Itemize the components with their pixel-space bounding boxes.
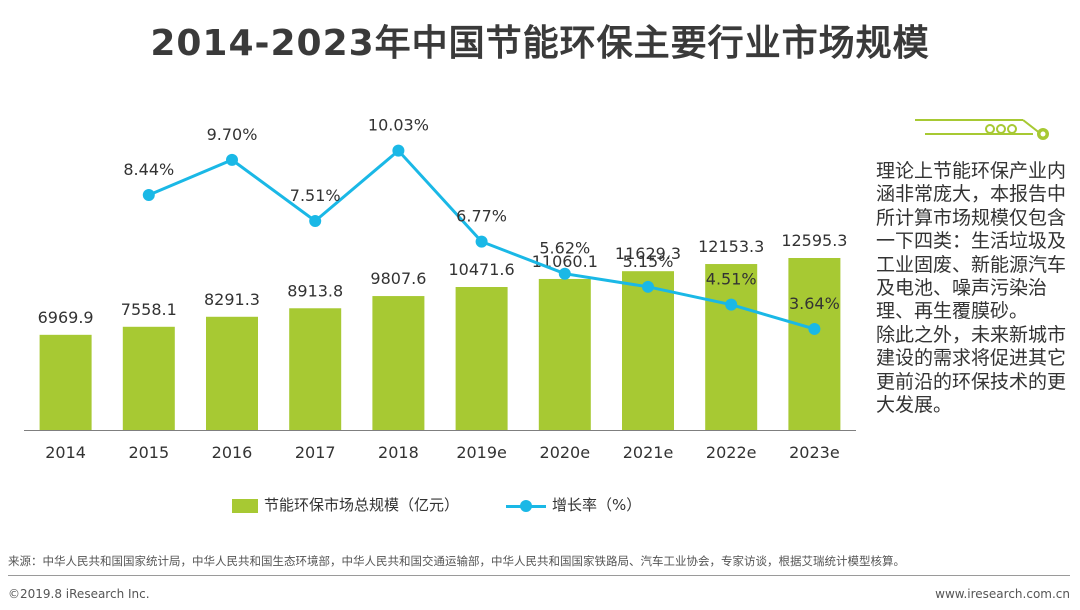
side-note: 理论上节能环保产业内涵非常庞大，本报告中所计算市场规模仅包含一下四类：生活垃圾及… xyxy=(876,160,1066,417)
growth-label-2021e: 5.15% xyxy=(623,252,674,271)
bar-2019e xyxy=(455,287,508,430)
growth-label-2015: 8.44% xyxy=(123,160,174,179)
x-tick-2018: 2018 xyxy=(378,443,419,462)
growth-label-2022e: 4.51% xyxy=(706,270,757,289)
bar-label-2015: 7558.1 xyxy=(121,300,177,319)
bar-label-2023e: 12595.3 xyxy=(781,231,847,250)
bar-2015 xyxy=(122,326,175,430)
bar-label-2016: 8291.3 xyxy=(204,290,260,309)
decoration-icon xyxy=(915,119,1049,140)
x-tick-2020e: 2020e xyxy=(540,443,591,462)
growth-label-2016: 9.70% xyxy=(207,125,258,144)
copyright: ©2019.8 iResearch Inc. xyxy=(8,587,150,601)
growth-point-2017 xyxy=(309,214,322,227)
bar-label-2021e: 11629.3 xyxy=(615,244,681,263)
x-tick-2023e: 2023e xyxy=(789,443,840,462)
legend-item-growth-rate: 增长率（%） xyxy=(506,494,641,515)
growth-label-2019e: 6.77% xyxy=(456,207,507,226)
legend-line-swatch xyxy=(506,499,546,513)
growth-label-2018: 10.03% xyxy=(368,116,429,135)
legend-label-market-size: 节能环保市场总规模（亿元） xyxy=(264,496,460,514)
bar-2020e xyxy=(538,278,591,430)
bar-2014 xyxy=(39,334,92,430)
x-tick-labels: 2014 2015 2016 2017 2018 2019e 2020e 2021e 2022e… xyxy=(45,443,839,462)
legend-item-market-size: 节能环保市场总规模（亿元） xyxy=(232,494,459,515)
growth-label-2020e: 5.62% xyxy=(539,239,590,258)
bar-label-2022e: 12153.3 xyxy=(698,237,764,256)
x-tick-2019e: 2019e xyxy=(456,443,507,462)
growth-rate-labels: 8.44% 9.70% 7.51% 10.03% 6.77% 5.62% 5.15% 4.51… xyxy=(123,116,839,313)
growth-point-2023e xyxy=(808,322,821,335)
growth-label-2023e: 3.64% xyxy=(789,294,840,313)
bar-2022e xyxy=(705,264,758,430)
growth-point-2018 xyxy=(392,144,405,157)
chart-title: 2014-2023年中国节能环保主要行业市场规模 xyxy=(150,23,930,64)
growth-point-2016 xyxy=(226,153,238,166)
bar-2018 xyxy=(372,296,425,430)
x-tick-2021e: 2021e xyxy=(623,443,674,462)
bar-label-2019e: 10471.6 xyxy=(449,260,515,279)
x-tick-2022e: 2022e xyxy=(706,443,757,462)
bar-label-2014: 6969.9 xyxy=(38,308,94,327)
x-tick-2014: 2014 xyxy=(45,443,86,462)
x-tick-2017: 2017 xyxy=(295,443,336,462)
growth-point-2022e xyxy=(725,298,738,311)
legend-label-growth-rate: 增长率（%） xyxy=(552,496,642,514)
side-note-paragraph-2: 除此之外，未来新城市建设的需求将促进其它更前沿的环保技术的更大发展。 xyxy=(876,323,1067,417)
x-tick-2016: 2016 xyxy=(212,443,253,462)
growth-point-2015 xyxy=(142,189,155,202)
footer-divider xyxy=(8,575,1070,576)
growth-label-2017: 7.51% xyxy=(290,186,341,205)
growth-point-2019e xyxy=(475,235,488,248)
legend-bar-swatch xyxy=(232,498,258,513)
bar-label-2017: 8913.8 xyxy=(287,281,343,300)
bar-label-2018: 9807.6 xyxy=(370,269,426,288)
website-url: www.iresearch.com.cn xyxy=(935,587,1070,601)
bar-2016 xyxy=(206,316,258,430)
source-note: 来源：中华人民共和国国家统计局，中华人民共和国生态环境部，中华人民共和国交通运输… xyxy=(8,554,905,568)
growth-point-2021e xyxy=(642,280,654,293)
bar-2017 xyxy=(289,308,342,430)
bar-2023e xyxy=(788,258,841,430)
bar-series xyxy=(39,258,841,430)
x-tick-2015: 2015 xyxy=(128,443,169,462)
growth-point-2020e xyxy=(558,267,571,280)
bar-2021e xyxy=(622,271,674,430)
growth-rate-series xyxy=(142,144,821,335)
side-note-paragraph-1: 理论上节能环保产业内涵非常庞大，本报告中所计算市场规模仅包含一下四类：生活垃圾及… xyxy=(876,160,1067,323)
